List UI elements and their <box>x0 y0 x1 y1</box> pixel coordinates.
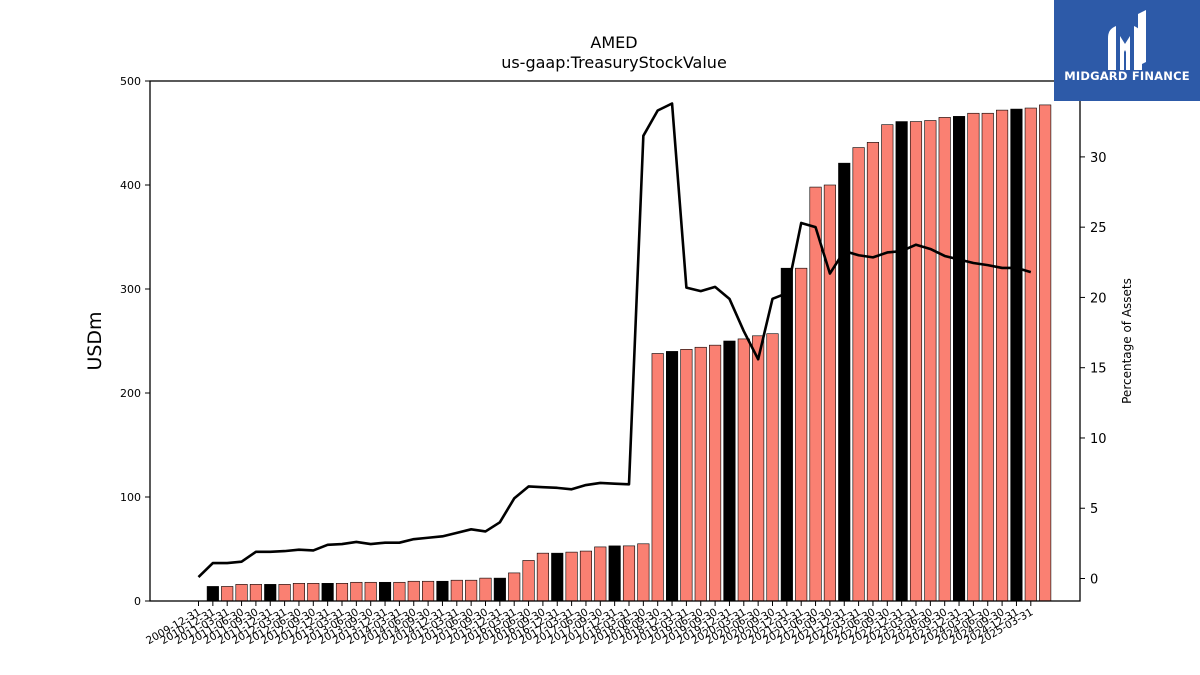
bar-2017-09-30 <box>594 546 607 602</box>
bar-2024-09-30 <box>996 109 1009 602</box>
bar-2012-12-31 <box>321 583 334 602</box>
line-group <box>197 102 1032 579</box>
bar-2017-06-30 <box>579 550 593 602</box>
y-tick-label: 0 <box>134 595 141 608</box>
bar-2020-06-30 <box>752 335 765 602</box>
bar-2019-06-30 <box>694 346 707 602</box>
bar-2021-12-31 <box>838 162 851 602</box>
bar-2010-12-31 <box>206 586 219 602</box>
y2-tick-label: 10 <box>1090 432 1107 447</box>
bar-2014-12-31 <box>436 580 449 602</box>
bar-2022-09-30 <box>881 124 894 602</box>
bar-2011-06-30 <box>235 584 248 602</box>
y2-tick-label: 25 <box>1090 221 1107 236</box>
bar-2011-03-31 <box>221 586 234 602</box>
bar-2018-03-31 <box>622 545 636 602</box>
bar-2016-12-31 <box>551 552 564 602</box>
bar-2022-12-31 <box>895 121 908 602</box>
bar-2019-12-31 <box>723 340 736 602</box>
logo-mark-icon <box>1108 10 1146 70</box>
y-tick-label: 300 <box>120 283 141 296</box>
bar-2016-06-30 <box>522 560 535 602</box>
y2-tick-label: 0 <box>1090 573 1098 588</box>
bar-2020-12-31 <box>780 267 793 602</box>
bar-2017-12-31 <box>608 545 621 602</box>
y2-tick-label: 5 <box>1090 502 1098 517</box>
bar-2020-09-30 <box>766 333 779 602</box>
y-axis-label: USDm <box>84 311 106 370</box>
bar-2015-09-30 <box>479 577 492 602</box>
bar-2012-06-30 <box>292 583 306 602</box>
y-axis-left: 0 100 200 300 400 500 <box>120 75 150 608</box>
y-tick-label: 200 <box>120 387 141 400</box>
bar-2015-06-30 <box>465 579 478 602</box>
bar-2011-12-31 <box>264 584 277 602</box>
bar-2019-03-31 <box>680 349 693 602</box>
y-tick-label: 500 <box>120 75 141 88</box>
bar-2023-03-31 <box>909 121 923 602</box>
bar-2016-03-31 <box>508 572 521 602</box>
bar-2021-03-31 <box>795 267 808 602</box>
bar-2021-06-30 <box>809 186 822 602</box>
bar-2018-06-30 <box>637 543 650 602</box>
bar-2015-12-31 <box>493 577 506 602</box>
bar-2014-06-30 <box>407 580 420 602</box>
bar-2012-03-31 <box>278 584 291 602</box>
bar-2014-03-31 <box>393 581 406 602</box>
bar-2023-09-30 <box>938 117 951 602</box>
bar-2021-09-30 <box>823 184 836 602</box>
y2-tick-label: 15 <box>1090 362 1107 377</box>
y2-axis-label: Percentage of Assets <box>1120 278 1134 404</box>
y-tick-label: 100 <box>120 491 141 504</box>
bar-2023-12-31 <box>952 116 966 602</box>
bar-2014-09-30 <box>422 580 435 602</box>
pct-assets-line <box>197 102 1032 579</box>
bars-group <box>206 104 1052 602</box>
bar-2024-12-31 <box>1010 108 1023 602</box>
y-tick-label: 400 <box>120 179 141 192</box>
midgard-finance-logo: MIDGARD FINANCE <box>1054 0 1200 101</box>
y2-tick-label: 30 <box>1090 151 1107 166</box>
bar-2017-03-31 <box>565 551 578 602</box>
bar-2016-09-30 <box>536 552 549 602</box>
bar-2013-09-30 <box>364 581 377 602</box>
bar-2020-03-31 <box>737 338 750 602</box>
bar-2025-03-31 <box>1024 107 1037 602</box>
bar-2011-09-30 <box>249 584 262 602</box>
y2-tick-label: 20 <box>1090 291 1107 306</box>
bar-2024-06-30 <box>981 112 994 602</box>
bar-2018-09-30 <box>651 353 664 602</box>
y-axis-right: 0 5 10 15 20 25 30 <box>1080 151 1107 588</box>
bar-2024-03-31 <box>967 112 980 602</box>
bar-2013-06-30 <box>350 581 363 602</box>
bar-2015-03-31 <box>450 579 463 602</box>
bar-2018-12-31 <box>665 351 679 602</box>
bar-2023-06-30 <box>924 120 937 602</box>
bar-2019-09-30 <box>709 344 722 602</box>
chart-title: AMED <box>590 33 637 52</box>
logo-text: MIDGARD FINANCE <box>1064 69 1190 83</box>
bar-2022-03-31 <box>852 147 865 602</box>
bar-2012-09-30 <box>307 583 320 602</box>
chart-subtitle: us-gaap:TreasuryStockValue <box>501 53 727 72</box>
bar-undefined <box>1039 104 1052 602</box>
bar-2013-12-31 <box>378 581 392 602</box>
bar-2013-03-31 <box>335 583 349 602</box>
bar-2022-06-30 <box>866 142 880 602</box>
x-axis: 2009-12-312010-12-312011-03-312011-06-30… <box>144 601 1035 647</box>
